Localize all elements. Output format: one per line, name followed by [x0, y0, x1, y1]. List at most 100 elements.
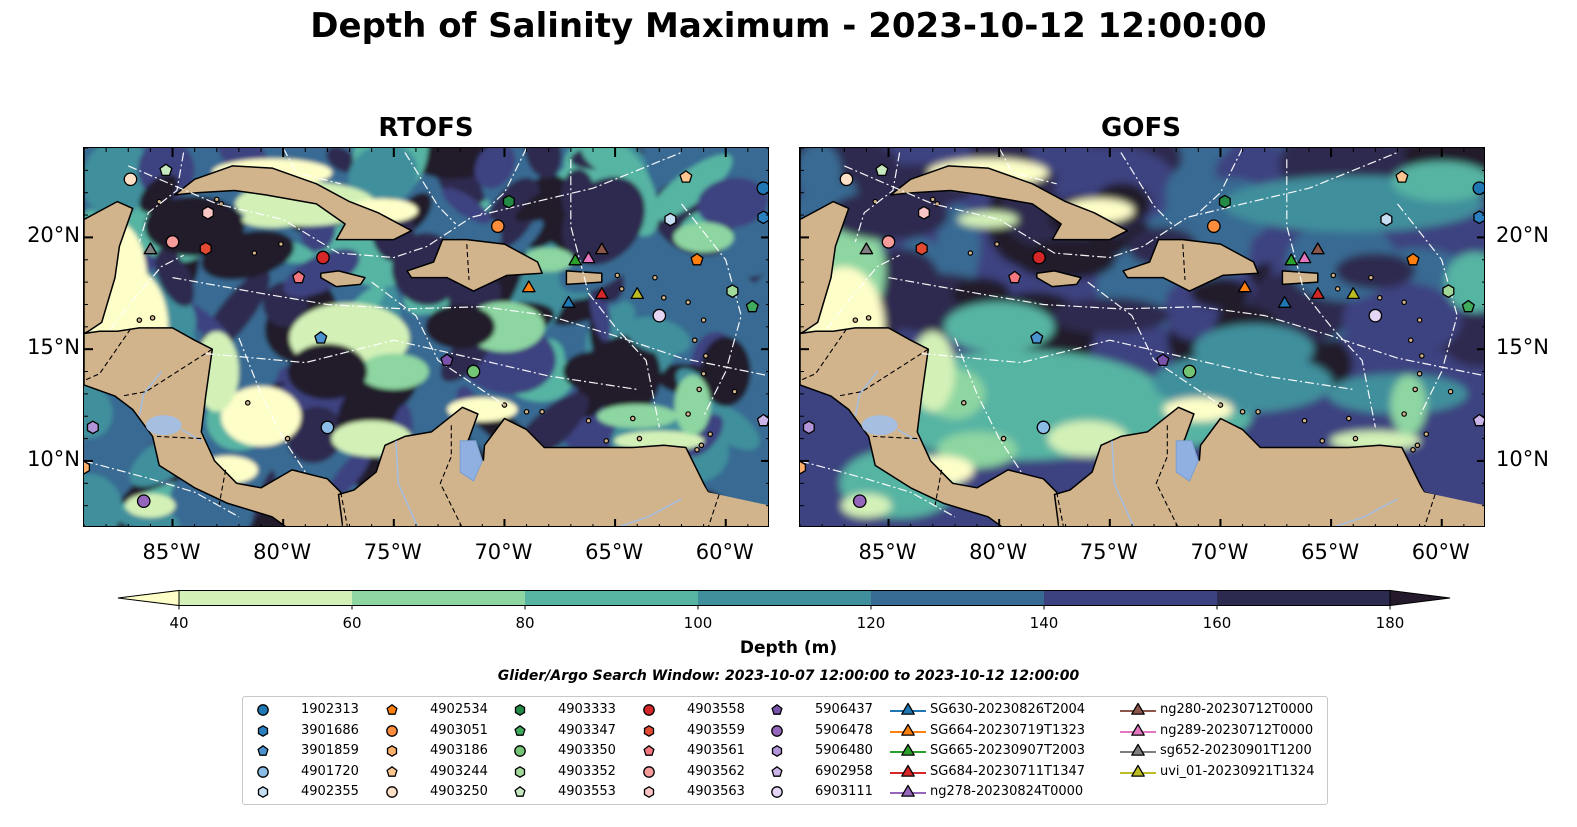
- lat-tick-gofs-0: 20°N: [1496, 223, 1549, 248]
- legend-marker-4901720: [257, 765, 269, 778]
- colorbar-segment-5: [1044, 590, 1217, 606]
- marker-4903559: [199, 241, 212, 256]
- legend-marker-4903347: [514, 724, 526, 736]
- legend-marker-4903244: [386, 765, 398, 777]
- legend-marker-4903559: [643, 724, 655, 737]
- marker-sg630-20230826t2004: [1277, 295, 1292, 308]
- legend-label: ng289-20230712T0000: [1160, 722, 1314, 738]
- lon-tick-rtofs-2: 75°W: [363, 540, 422, 564]
- marker-sg684-20230711t1347: [594, 287, 609, 300]
- marker-6902958: [1472, 413, 1484, 427]
- marker-5906480: [802, 420, 815, 435]
- colorbar-tick-0: 40: [169, 614, 189, 632]
- legend-label: 1902313: [301, 702, 359, 717]
- marker-5906437: [440, 353, 454, 367]
- marker-3901686: [757, 210, 768, 225]
- lon-tick-gofs-0: 85°W: [858, 540, 917, 564]
- lat-tick-gofs-2: 10°N: [1496, 446, 1549, 471]
- figure-title: Depth of Salinity Maximum - 2023-10-12 1…: [310, 6, 1267, 46]
- marker-sg630-20230826t2004: [561, 295, 576, 308]
- lon-tick-gofs-3: 70°W: [1190, 540, 1249, 564]
- legend-label: 4903250: [430, 784, 488, 799]
- legend-label: 4902355: [301, 784, 359, 799]
- marker-4903350: [1182, 364, 1197, 379]
- legend-marker-sg630-20230826t2004: [901, 702, 915, 715]
- colorbar-segment-0: [179, 590, 352, 606]
- marker-4903559: [915, 241, 928, 256]
- lon-tick-rtofs-0: 85°W: [142, 540, 201, 564]
- legend-label: 4903333: [558, 702, 616, 717]
- marker-4903347: [745, 299, 759, 313]
- axis-ticks: [800, 148, 1484, 526]
- legend-marker-4903051: [386, 724, 398, 737]
- legend-label: SG664-20230719T1323: [930, 722, 1086, 738]
- colorbar-segment-1: [352, 590, 525, 606]
- marker-4903051: [490, 219, 505, 234]
- legend-marker-4902534: [386, 704, 398, 715]
- legend-marker-ng289-20230712t0000: [1131, 723, 1145, 736]
- marker-6903111: [652, 308, 667, 323]
- marker-6902958: [756, 413, 768, 427]
- legend-label: 4903051: [430, 722, 488, 738]
- marker-4903561: [1008, 270, 1022, 284]
- lon-tick-gofs-2: 75°W: [1079, 540, 1138, 564]
- lake-maracaibo: [1175, 440, 1199, 482]
- marker-4903558: [1032, 250, 1046, 265]
- marker-4903562: [881, 235, 896, 249]
- lake-nicaragua: [861, 415, 898, 436]
- legend-marker-sg684-20230711t1347: [901, 764, 915, 777]
- legend-label: SG684-20230711T1347: [930, 763, 1086, 779]
- legend-marker-4903562: [643, 765, 655, 778]
- legend-marker-4903350: [514, 745, 526, 757]
- colorbar-tick-4: 120: [856, 614, 886, 632]
- land-yucatan: [84, 148, 134, 335]
- colorbar-extend-high: [1389, 589, 1451, 607]
- legend-marker-3901859: [257, 745, 269, 756]
- colorbar-tick-1: 60: [342, 614, 362, 632]
- lake-nicaragua: [145, 415, 182, 436]
- legend-label: 6903111: [815, 784, 873, 799]
- marker-4903558: [316, 250, 330, 265]
- marker-sg684-20230711t1347: [1310, 287, 1325, 300]
- land-jamaica: [320, 270, 366, 288]
- legend-marker-4903563: [643, 786, 655, 798]
- legend-marker-ng278-20230824t0000: [901, 784, 915, 797]
- legend-marker-4903553: [514, 786, 526, 797]
- legend-label: 4903352: [558, 763, 616, 779]
- legend-marker-uvi_01-20230921t1324: [1131, 764, 1145, 777]
- panel-title-rtofs: RTOFS: [378, 113, 474, 143]
- map-svg: [84, 148, 768, 526]
- lake-maracaibo: [459, 440, 483, 482]
- map-svg: [800, 148, 1484, 526]
- legend-label: 4901720: [301, 763, 359, 779]
- marker-4902355: [664, 212, 677, 227]
- colorbar-segment-2: [525, 590, 698, 606]
- colorbar-tick-3: 100: [683, 614, 713, 632]
- legend-label: ng280-20230712T0000: [1160, 702, 1314, 717]
- legend-marker-6902958: [771, 765, 783, 777]
- marker-3901859: [314, 331, 328, 344]
- legend-label: 4903558: [687, 702, 745, 717]
- marker-4903561: [292, 270, 306, 284]
- marker-4903563: [917, 205, 930, 220]
- marker-4903352: [1442, 284, 1455, 298]
- lat-tick-rtofs-2: 10°N: [27, 446, 80, 471]
- marker-5906478: [852, 494, 867, 509]
- map-panel-rtofs[interactable]: [83, 147, 769, 527]
- legend-label: sg652-20230901T1200: [1160, 743, 1312, 758]
- marker-1902313: [756, 181, 768, 196]
- colorbar-tick-6: 160: [1202, 614, 1232, 632]
- marker-4902534: [1406, 252, 1420, 266]
- marker-4903562: [165, 235, 180, 249]
- marker-sg665-20230907t2003: [1284, 253, 1299, 266]
- marker-sg652-20230901t1200: [859, 242, 874, 255]
- marker-4903244: [679, 170, 693, 183]
- marker-sg664-20230719t1323: [521, 280, 536, 293]
- marker-3901859: [1030, 331, 1044, 344]
- marker-uvi_01-20230921t1324: [1346, 287, 1361, 300]
- map-panel-gofs[interactable]: [799, 147, 1485, 527]
- land-cuba: [173, 165, 413, 241]
- lon-tick-gofs-1: 80°W: [969, 540, 1028, 564]
- land-hispaniola: [1122, 238, 1259, 292]
- legend-label: 4903563: [687, 784, 745, 799]
